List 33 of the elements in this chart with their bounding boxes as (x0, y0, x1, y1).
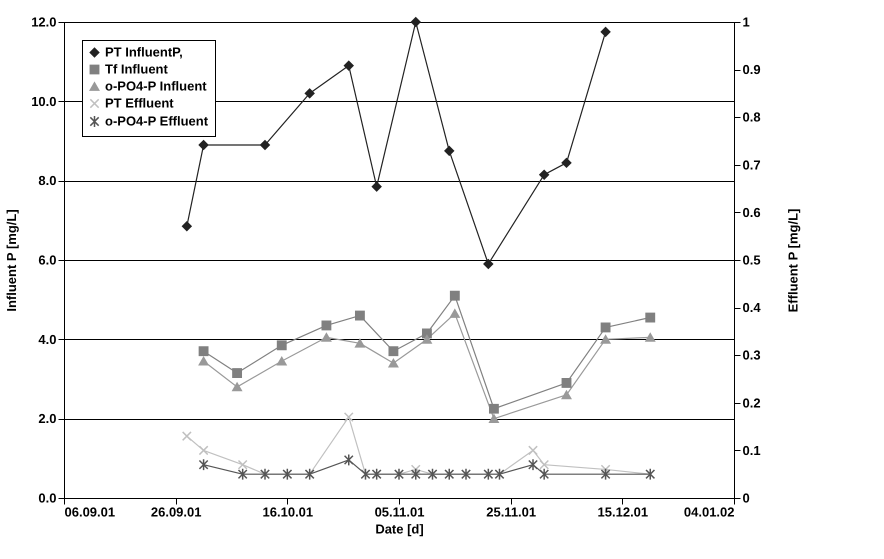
y2-tick-label: 0.2 (742, 395, 761, 410)
y2-tick-label: 1 (742, 14, 750, 30)
x-tick-label: 04.01.02 (684, 504, 734, 520)
x-tick-label: 25.11.01 (486, 504, 536, 520)
y2-tick-label: 0.7 (742, 157, 761, 172)
y2-tick-label: 0.9 (742, 62, 761, 78)
legend-label: PT Effluent (105, 96, 174, 110)
x-tick-label: 16.10.01 (262, 504, 314, 520)
x-tick-label: 26.09.01 (150, 504, 202, 520)
y2-tick-label: 0.8 (742, 110, 761, 125)
y-tick-label: 2.0 (38, 411, 56, 426)
x-tick-label: 06.09.01 (64, 504, 116, 520)
y-axis-title: Influent P [mg/L] (4, 209, 20, 312)
legend-label: o-PO4-P Influent (105, 78, 208, 94)
x-axis-title: Date [d] (375, 522, 424, 536)
y-tick-label: 8.0 (38, 173, 56, 188)
y2-tick-label: 0.5 (742, 252, 761, 268)
legend-label: PT InfluentP, (105, 44, 183, 60)
legend-label: o-PO4-P Effluent (105, 114, 209, 128)
x-tick-label: 15.12.01 (598, 504, 648, 520)
y-tick-label: 12.0 (31, 14, 56, 30)
legend-label: Tf Influent (105, 62, 168, 76)
y2-tick-label: 0 (742, 490, 750, 506)
y-tick-label: 0.0 (38, 490, 56, 506)
y2-tick-label: 0.3 (742, 348, 761, 363)
y2-tick-label: 0.1 (742, 442, 761, 458)
y-tick-label: 10.0 (31, 94, 56, 109)
y-tick-label: 6.0 (38, 252, 56, 268)
y2-tick-label: 0.6 (742, 204, 761, 220)
y-tick-label: 4.0 (38, 332, 56, 347)
x-tick-label: 05.11.01 (374, 504, 424, 520)
y2-axis-title: Effluent P [mg/L] (786, 208, 801, 312)
y2-tick-label: 0.4 (742, 300, 762, 316)
